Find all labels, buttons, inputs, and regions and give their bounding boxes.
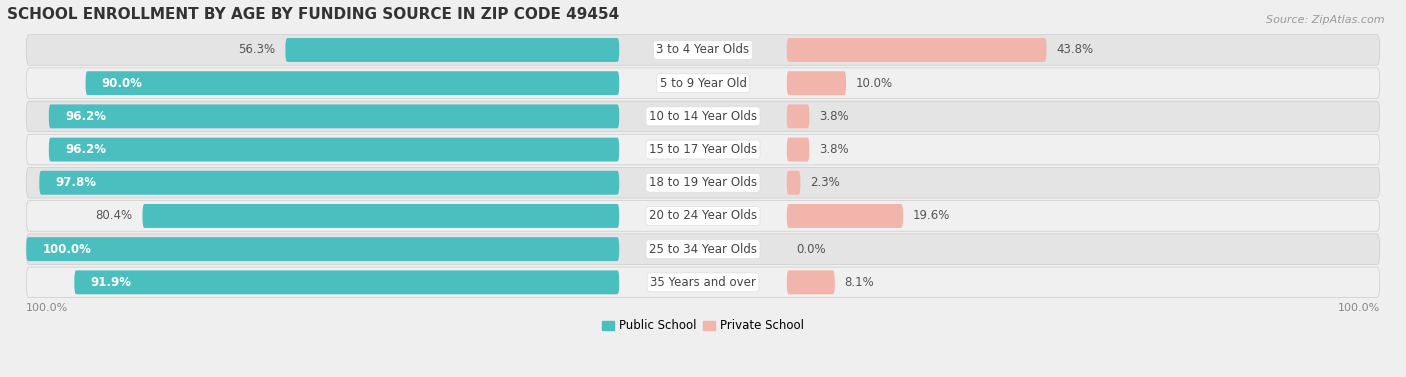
FancyBboxPatch shape [142, 204, 619, 228]
FancyBboxPatch shape [27, 35, 1379, 65]
FancyBboxPatch shape [787, 270, 835, 294]
Text: 100.0%: 100.0% [27, 303, 69, 313]
Text: 96.2%: 96.2% [65, 110, 105, 123]
Text: 56.3%: 56.3% [239, 43, 276, 57]
Text: 25 to 34 Year Olds: 25 to 34 Year Olds [650, 243, 756, 256]
FancyBboxPatch shape [49, 104, 619, 128]
FancyBboxPatch shape [75, 270, 619, 294]
FancyBboxPatch shape [787, 138, 810, 161]
Text: 2.3%: 2.3% [810, 176, 839, 189]
FancyBboxPatch shape [27, 101, 1379, 132]
Text: 91.9%: 91.9% [90, 276, 131, 289]
Text: 19.6%: 19.6% [912, 210, 950, 222]
FancyBboxPatch shape [787, 171, 800, 195]
Text: 43.8%: 43.8% [1056, 43, 1094, 57]
FancyBboxPatch shape [787, 38, 1046, 62]
Text: 97.8%: 97.8% [55, 176, 97, 189]
Text: 0.0%: 0.0% [796, 243, 827, 256]
FancyBboxPatch shape [27, 68, 1379, 98]
Text: 80.4%: 80.4% [96, 210, 132, 222]
Text: 90.0%: 90.0% [101, 77, 142, 90]
FancyBboxPatch shape [27, 167, 1379, 198]
Text: 8.1%: 8.1% [845, 276, 875, 289]
FancyBboxPatch shape [86, 71, 619, 95]
Text: 96.2%: 96.2% [65, 143, 105, 156]
FancyBboxPatch shape [27, 234, 1379, 264]
Text: 100.0%: 100.0% [42, 243, 91, 256]
Text: 15 to 17 Year Olds: 15 to 17 Year Olds [650, 143, 756, 156]
FancyBboxPatch shape [27, 237, 619, 261]
FancyBboxPatch shape [27, 267, 1379, 297]
Text: 20 to 24 Year Olds: 20 to 24 Year Olds [650, 210, 756, 222]
Text: 5 to 9 Year Old: 5 to 9 Year Old [659, 77, 747, 90]
Text: 35 Years and over: 35 Years and over [650, 276, 756, 289]
Text: 10 to 14 Year Olds: 10 to 14 Year Olds [650, 110, 756, 123]
FancyBboxPatch shape [27, 134, 1379, 165]
Legend: Public School, Private School: Public School, Private School [598, 315, 808, 337]
Text: Source: ZipAtlas.com: Source: ZipAtlas.com [1267, 15, 1385, 25]
FancyBboxPatch shape [285, 38, 619, 62]
Text: 3.8%: 3.8% [818, 143, 849, 156]
Text: 10.0%: 10.0% [856, 77, 893, 90]
FancyBboxPatch shape [787, 204, 903, 228]
FancyBboxPatch shape [49, 138, 619, 161]
Text: 3.8%: 3.8% [818, 110, 849, 123]
Text: SCHOOL ENROLLMENT BY AGE BY FUNDING SOURCE IN ZIP CODE 49454: SCHOOL ENROLLMENT BY AGE BY FUNDING SOUR… [7, 7, 619, 22]
Text: 3 to 4 Year Olds: 3 to 4 Year Olds [657, 43, 749, 57]
Text: 100.0%: 100.0% [1337, 303, 1379, 313]
FancyBboxPatch shape [787, 104, 810, 128]
FancyBboxPatch shape [787, 71, 846, 95]
Text: 18 to 19 Year Olds: 18 to 19 Year Olds [650, 176, 756, 189]
FancyBboxPatch shape [39, 171, 619, 195]
FancyBboxPatch shape [27, 201, 1379, 231]
